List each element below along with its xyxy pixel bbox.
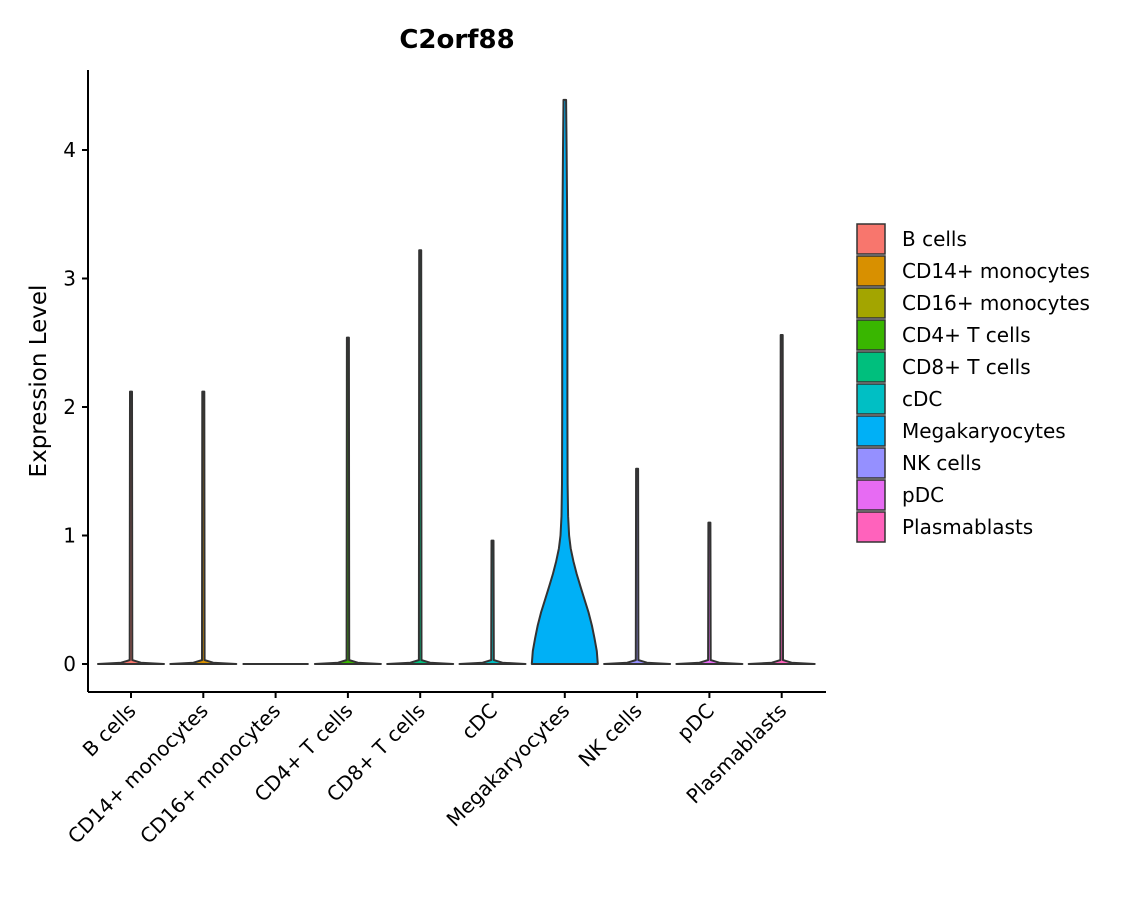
x-tick-label: NK cells — [574, 699, 647, 772]
y-tick-label: 1 — [63, 524, 76, 548]
legend-label: pDC — [902, 483, 944, 507]
x-tick-label: CD16+ monocytes — [135, 699, 285, 849]
chart-title: C2orf88 — [399, 25, 514, 55]
x-tick-label: cDC — [457, 699, 503, 745]
violin-b-cells — [97, 390, 165, 665]
legend-key — [856, 287, 886, 319]
violin-cd14-monocytes — [169, 390, 238, 665]
legend-label: cDC — [902, 387, 942, 411]
y-tick-label: 3 — [63, 267, 76, 291]
y-tick-label: 4 — [63, 138, 76, 162]
x-tick-label: Megakaryocytes — [442, 699, 575, 832]
legend-key — [856, 255, 886, 287]
legend-label: NK cells — [902, 451, 981, 475]
violin-cdc — [458, 539, 527, 665]
legend-label: B cells — [902, 227, 967, 251]
legend-label: CD8+ T cells — [902, 355, 1031, 379]
legend-key — [856, 351, 886, 383]
x-tick-label: CD14+ monocytes — [63, 699, 213, 849]
x-tick-label: B cells — [78, 699, 141, 762]
legend-key — [856, 383, 886, 415]
y-tick-label: 2 — [63, 395, 76, 419]
legend-label: Plasmablasts — [902, 515, 1033, 539]
legend: B cells CD14+ monocytes CD16+ monocytes CD4… — [856, 223, 1090, 543]
violin-megakaryocytes — [530, 98, 599, 665]
legend-key — [856, 447, 886, 479]
legend-key — [856, 223, 886, 255]
legend-label: Megakaryocytes — [902, 419, 1066, 443]
y-tick-label: 0 — [63, 652, 76, 676]
violin-cd4-t-cells — [313, 336, 382, 665]
legend-label: CD14+ monocytes — [902, 259, 1090, 283]
violin-pdc — [675, 521, 744, 665]
legend-key — [856, 415, 886, 447]
legend-key — [856, 511, 886, 543]
legend-key — [856, 479, 886, 511]
violin-nk-cells — [603, 467, 672, 665]
y-axis-label: Expression Level — [26, 285, 52, 478]
legend-label: CD4+ T cells — [902, 323, 1031, 347]
x-tick-label: pDC — [672, 699, 719, 746]
violin-plasmablasts — [747, 334, 816, 665]
legend-key — [856, 319, 886, 351]
legend-label: CD16+ monocytes — [902, 291, 1090, 315]
violin-cd8-t-cells — [386, 249, 455, 665]
